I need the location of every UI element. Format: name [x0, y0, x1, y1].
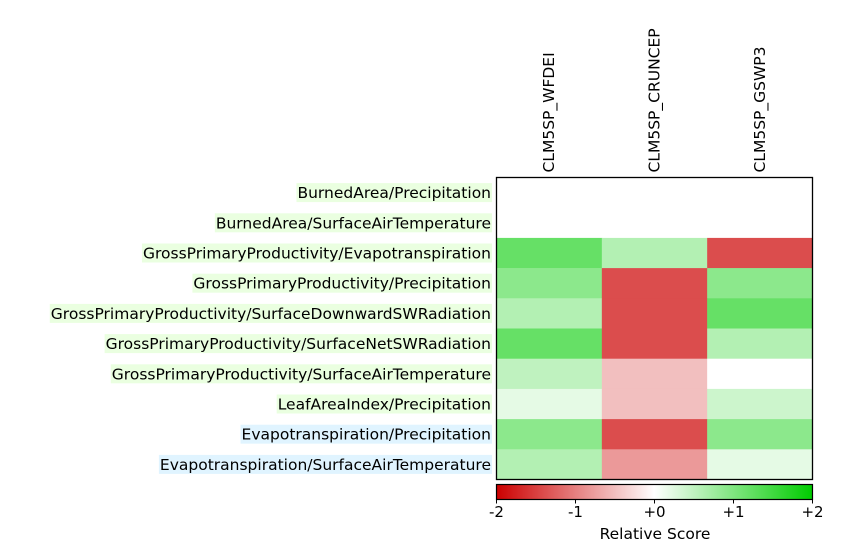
heatmap-cell	[496, 237, 603, 269]
heatmap-cell	[601, 449, 708, 480]
row-label-text: GrossPrimaryProductivity/SurfaceAirTempe…	[112, 365, 491, 383]
row-label-text: BurnedArea/SurfaceAirTemperature	[216, 214, 491, 232]
row-label-text: Evapotranspiration/SurfaceAirTemperature	[160, 456, 491, 474]
row-label-text: GrossPrimaryProductivity/SurfaceDownward…	[51, 305, 491, 323]
heatmap-frame	[495, 176, 814, 481]
row-label-highlight	[240, 424, 492, 444]
row-label-highlight	[49, 303, 492, 323]
row-label: Evapotranspiration/SurfaceAirTemperature	[158, 454, 492, 474]
column-label: CLM5SP_GSWP3	[751, 46, 770, 172]
heatmap-cell	[601, 268, 708, 299]
row-label: BurnedArea/SurfaceAirTemperature	[214, 213, 492, 233]
row-label: Evapotranspiration/Precipitation	[240, 424, 492, 444]
heatmap-cell	[707, 388, 813, 420]
heatmap-cell	[496, 419, 603, 450]
heatmap-cell	[707, 358, 813, 390]
colorbar-tick-label: +1	[722, 503, 744, 521]
row-label-highlight	[276, 394, 492, 414]
colorbar	[495, 483, 814, 501]
row-label: BurnedArea/Precipitation	[296, 183, 492, 203]
heatmap-cell	[601, 237, 708, 269]
heatmap-cell	[601, 358, 708, 390]
row-label-text: BurnedArea/Precipitation	[297, 184, 491, 202]
colorbar-tick-label: -1	[568, 503, 583, 521]
row-label-highlight	[158, 454, 492, 474]
heatmap-cell	[601, 298, 708, 329]
row-label-text: Evapotranspiration/Precipitation	[242, 426, 491, 444]
heatmap-cell	[496, 358, 603, 390]
row-label-text: GrossPrimaryProductivity/Evapotranspirat…	[143, 245, 491, 263]
heatmap-cell	[707, 268, 813, 299]
column-label: CLM5SP_WFDEI	[540, 52, 559, 172]
row-label: LeafAreaIndex/Precipitation	[276, 394, 492, 414]
row-label-text: LeafAreaIndex/Precipitation	[278, 396, 491, 414]
row-label-highlight	[192, 273, 492, 293]
row-label-highlight	[141, 243, 492, 263]
heatmap-cell	[707, 449, 813, 480]
heatmap-cell	[601, 388, 708, 420]
row-label: GrossPrimaryProductivity/Evapotranspirat…	[141, 243, 492, 263]
heatmap-cell	[496, 449, 603, 480]
heatmap-cell	[496, 388, 603, 420]
heatmap-cell	[496, 298, 603, 329]
heatmap-cell	[707, 419, 813, 450]
heatmap-cell	[496, 328, 603, 359]
row-label-highlight	[296, 183, 492, 203]
heatmap-cell	[601, 207, 708, 239]
heatmap-cell	[707, 237, 813, 269]
colorbar-tick-label: +2	[801, 503, 823, 521]
heatmap-cell	[707, 328, 813, 359]
row-label-highlight	[110, 364, 492, 384]
heatmap-cell	[707, 177, 813, 208]
heatmap-cell	[601, 419, 708, 450]
colorbar-tick-label: +0	[643, 503, 665, 521]
heatmap-cell	[496, 268, 603, 299]
column-label: CLM5SP_CRUNCEP	[646, 28, 665, 172]
heatmap-cell	[601, 177, 708, 208]
row-label: GrossPrimaryProductivity/Precipitation	[192, 273, 492, 293]
heatmap-cell	[496, 177, 603, 208]
heatmap-cell	[707, 207, 813, 239]
colorbar-tick-label: -2	[489, 503, 504, 521]
heatmap-cell	[496, 207, 603, 239]
row-label: GrossPrimaryProductivity/SurfaceNetSWRad…	[104, 334, 492, 354]
row-label-text: GrossPrimaryProductivity/Precipitation	[193, 275, 491, 293]
colorbar-label: Relative Score	[600, 525, 711, 543]
row-label-highlight	[214, 213, 492, 233]
heatmap-cell	[707, 298, 813, 329]
row-label: GrossPrimaryProductivity/SurfaceDownward…	[49, 303, 492, 323]
row-label-highlight	[104, 334, 492, 354]
heatmap-cell	[601, 328, 708, 359]
row-label: GrossPrimaryProductivity/SurfaceAirTempe…	[110, 364, 492, 384]
row-label-text: GrossPrimaryProductivity/SurfaceNetSWRad…	[106, 335, 491, 353]
